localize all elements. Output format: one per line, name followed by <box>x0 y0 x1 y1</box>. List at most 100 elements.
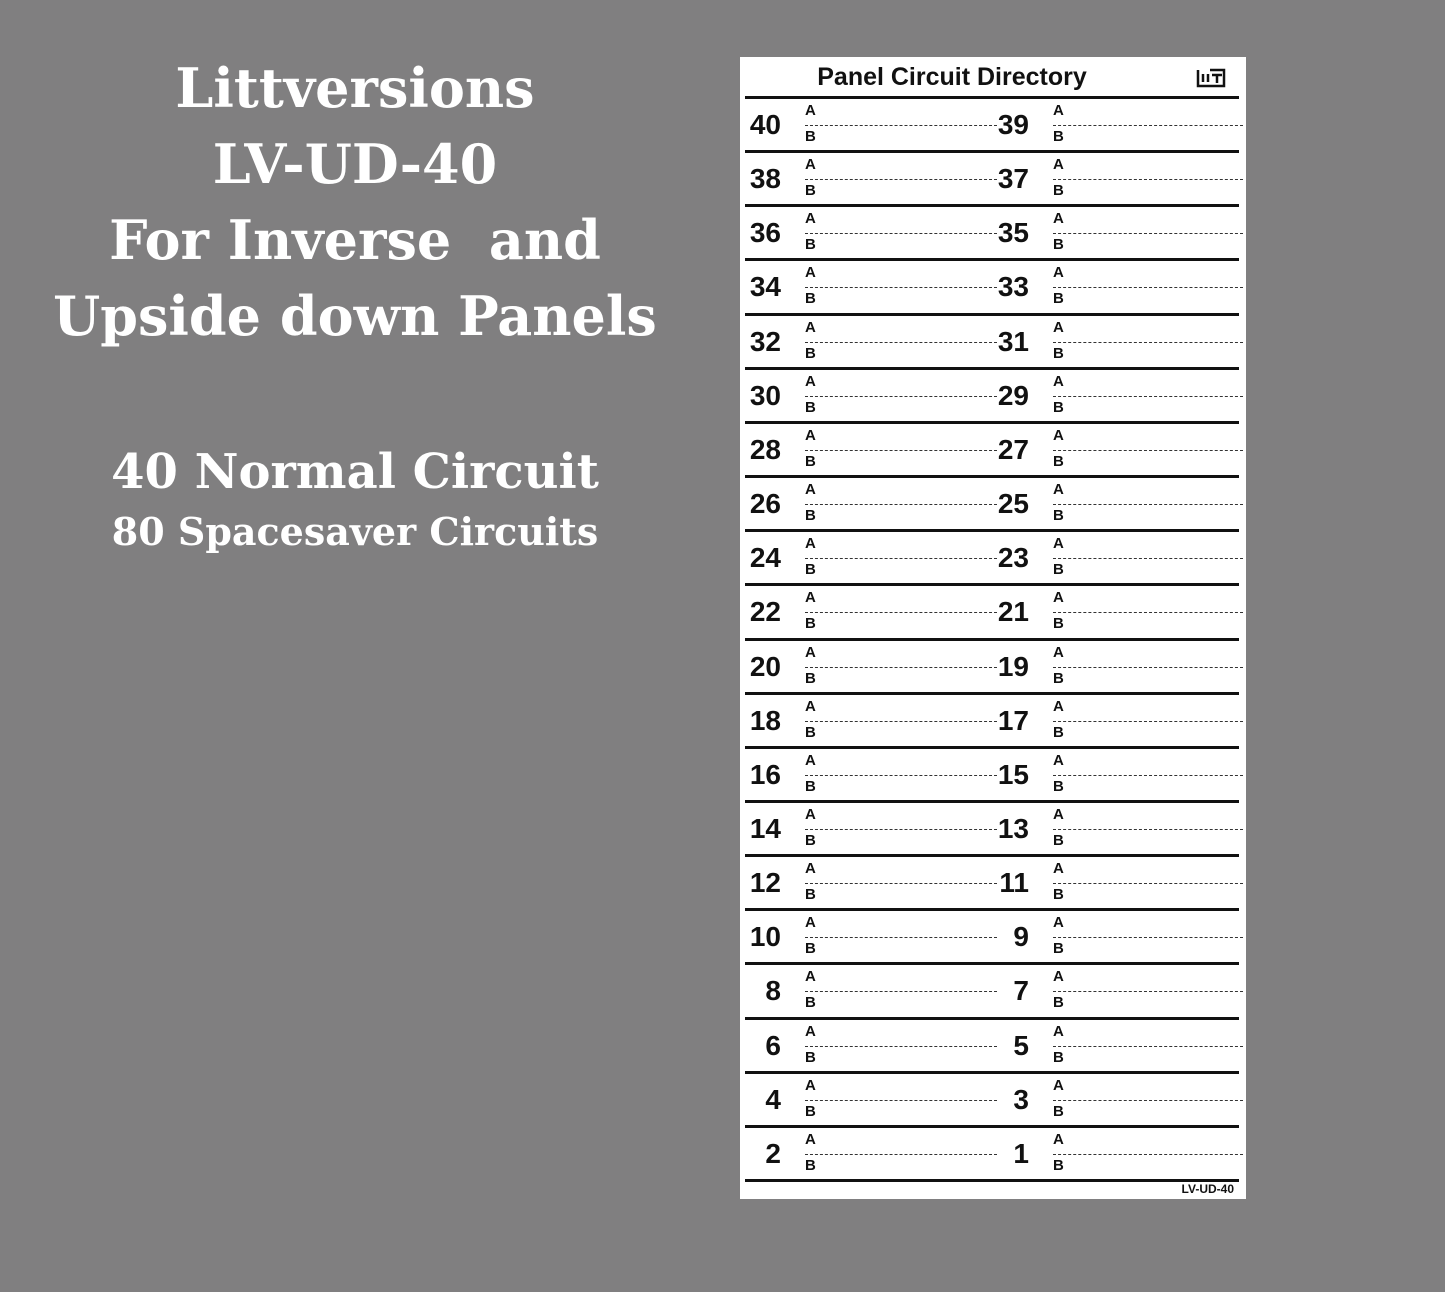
circuit-number: 19 <box>997 650 1029 682</box>
dashed-write-line <box>1053 125 1243 126</box>
circuit-number: 4 <box>765 1083 781 1115</box>
directory-row: 26 A B 25 A B <box>745 477 1243 531</box>
circuit-number: 20 <box>749 650 781 682</box>
dashed-write-line <box>1053 774 1243 776</box>
slot-a-label: A <box>805 264 816 282</box>
dashed-write-line <box>805 666 997 668</box>
slot-b-label: B <box>805 723 816 741</box>
slot-b-label: B <box>1053 940 1064 958</box>
circuit-number: 3 <box>1013 1083 1029 1115</box>
dashed-write-line <box>805 341 997 343</box>
slot-a-label: A <box>805 1076 816 1094</box>
dashed-write-line <box>1053 395 1243 397</box>
divider-line <box>745 150 1239 154</box>
slot-a-label: A <box>1053 968 1064 986</box>
slot-a-label: A <box>1053 318 1064 336</box>
dashed-write-line <box>1053 666 1243 668</box>
slot-a-label: A <box>805 589 816 607</box>
dashed-write-line <box>1053 828 1243 830</box>
dashed-write-line <box>805 1153 997 1155</box>
dashed-write-line <box>805 233 997 235</box>
slot-a-label: A <box>805 481 816 499</box>
slot-b-label: B <box>805 507 816 525</box>
dashed-write-line <box>805 287 997 289</box>
slot-b-label: B <box>1053 507 1064 525</box>
dashed-write-line <box>805 883 997 885</box>
slot-a-label: A <box>805 318 816 336</box>
directory-row: 38 A B 37 A B <box>745 152 1243 206</box>
divider-line <box>745 475 1239 479</box>
circuit-number: 35 <box>997 217 1029 249</box>
divider-line <box>745 637 1239 641</box>
dashed-write-line <box>805 774 997 776</box>
circuit-number: 8 <box>765 975 781 1007</box>
slot-b-label: B <box>1053 994 1064 1012</box>
slot-a-label: A <box>805 1130 816 1148</box>
slot-a-label: A <box>805 156 816 174</box>
dashed-write-line <box>805 828 997 830</box>
divider-line <box>745 799 1239 803</box>
circuit-number: 28 <box>749 433 781 465</box>
slot-b-label: B <box>1053 886 1064 904</box>
circuit-number: 22 <box>749 596 781 628</box>
slot-b-label: B <box>1053 615 1064 633</box>
circuit-number: 40 <box>749 109 781 140</box>
directory-row: 20 A B 19 A B <box>745 640 1243 694</box>
slot-b-label: B <box>805 615 816 633</box>
dashed-write-line <box>805 179 997 181</box>
slot-a-label: A <box>1053 535 1064 553</box>
divider-line <box>745 312 1239 316</box>
slot-b-label: B <box>1053 1102 1064 1120</box>
circuit-number: 30 <box>749 379 781 411</box>
circuit-number: 29 <box>997 379 1029 411</box>
circuit-number: 21 <box>997 596 1029 628</box>
slot-a-label: A <box>805 426 816 444</box>
dashed-write-line <box>1053 449 1243 451</box>
slot-b-label: B <box>1053 1048 1064 1066</box>
circuit-number: 14 <box>749 812 781 844</box>
title-line: Upside down Panels <box>53 284 657 348</box>
dashed-write-line <box>805 558 997 560</box>
slot-a-label: A <box>805 102 816 119</box>
dashed-write-line <box>1053 883 1243 885</box>
slot-b-label: B <box>805 777 816 795</box>
directory-row: 30 A B 29 A B <box>745 369 1243 423</box>
slot-b-label: B <box>805 398 816 416</box>
circuit-number: 33 <box>997 271 1029 303</box>
dashed-write-line <box>1053 991 1243 993</box>
slot-a-label: A <box>1053 697 1064 715</box>
directory-row: 16 A B 15 A B <box>745 748 1243 802</box>
dashed-write-line <box>1053 504 1243 506</box>
slot-a-label: A <box>1053 156 1064 174</box>
slot-b-label: B <box>1053 777 1064 795</box>
slot-a-label: A <box>805 805 816 823</box>
circuit-number: 2 <box>765 1137 781 1169</box>
divider-line <box>745 366 1239 370</box>
dashed-write-line <box>1053 1153 1243 1155</box>
slot-b-label: B <box>1053 236 1064 254</box>
dashed-write-line <box>1053 1045 1243 1047</box>
slot-b-label: B <box>1053 452 1064 470</box>
circuit-number: 27 <box>997 433 1029 465</box>
slot-a-label: A <box>805 535 816 553</box>
dashed-write-line <box>1053 179 1243 181</box>
dashed-write-line <box>1053 1099 1243 1101</box>
title-line: For Inverse and <box>109 208 601 272</box>
dashed-write-line <box>805 991 997 993</box>
divider-line <box>745 854 1239 858</box>
directory-row: 22 A B 21 A B <box>745 585 1243 639</box>
spacesaver-circuit-count: 80 Spacesaver Circuits <box>111 509 599 554</box>
divider-line <box>745 1070 1239 1074</box>
circuit-number: 32 <box>749 325 781 357</box>
slot-b-label: B <box>1053 669 1064 687</box>
circuit-number: 5 <box>1013 1029 1029 1061</box>
slot-b-label: B <box>805 344 816 362</box>
circuit-number: 1 <box>1013 1137 1029 1169</box>
slot-b-label: B <box>1053 831 1064 849</box>
slot-b-label: B <box>805 128 816 145</box>
slot-b-label: B <box>805 1102 816 1120</box>
dashed-write-line <box>805 1045 997 1047</box>
circuit-number: 26 <box>749 488 781 520</box>
